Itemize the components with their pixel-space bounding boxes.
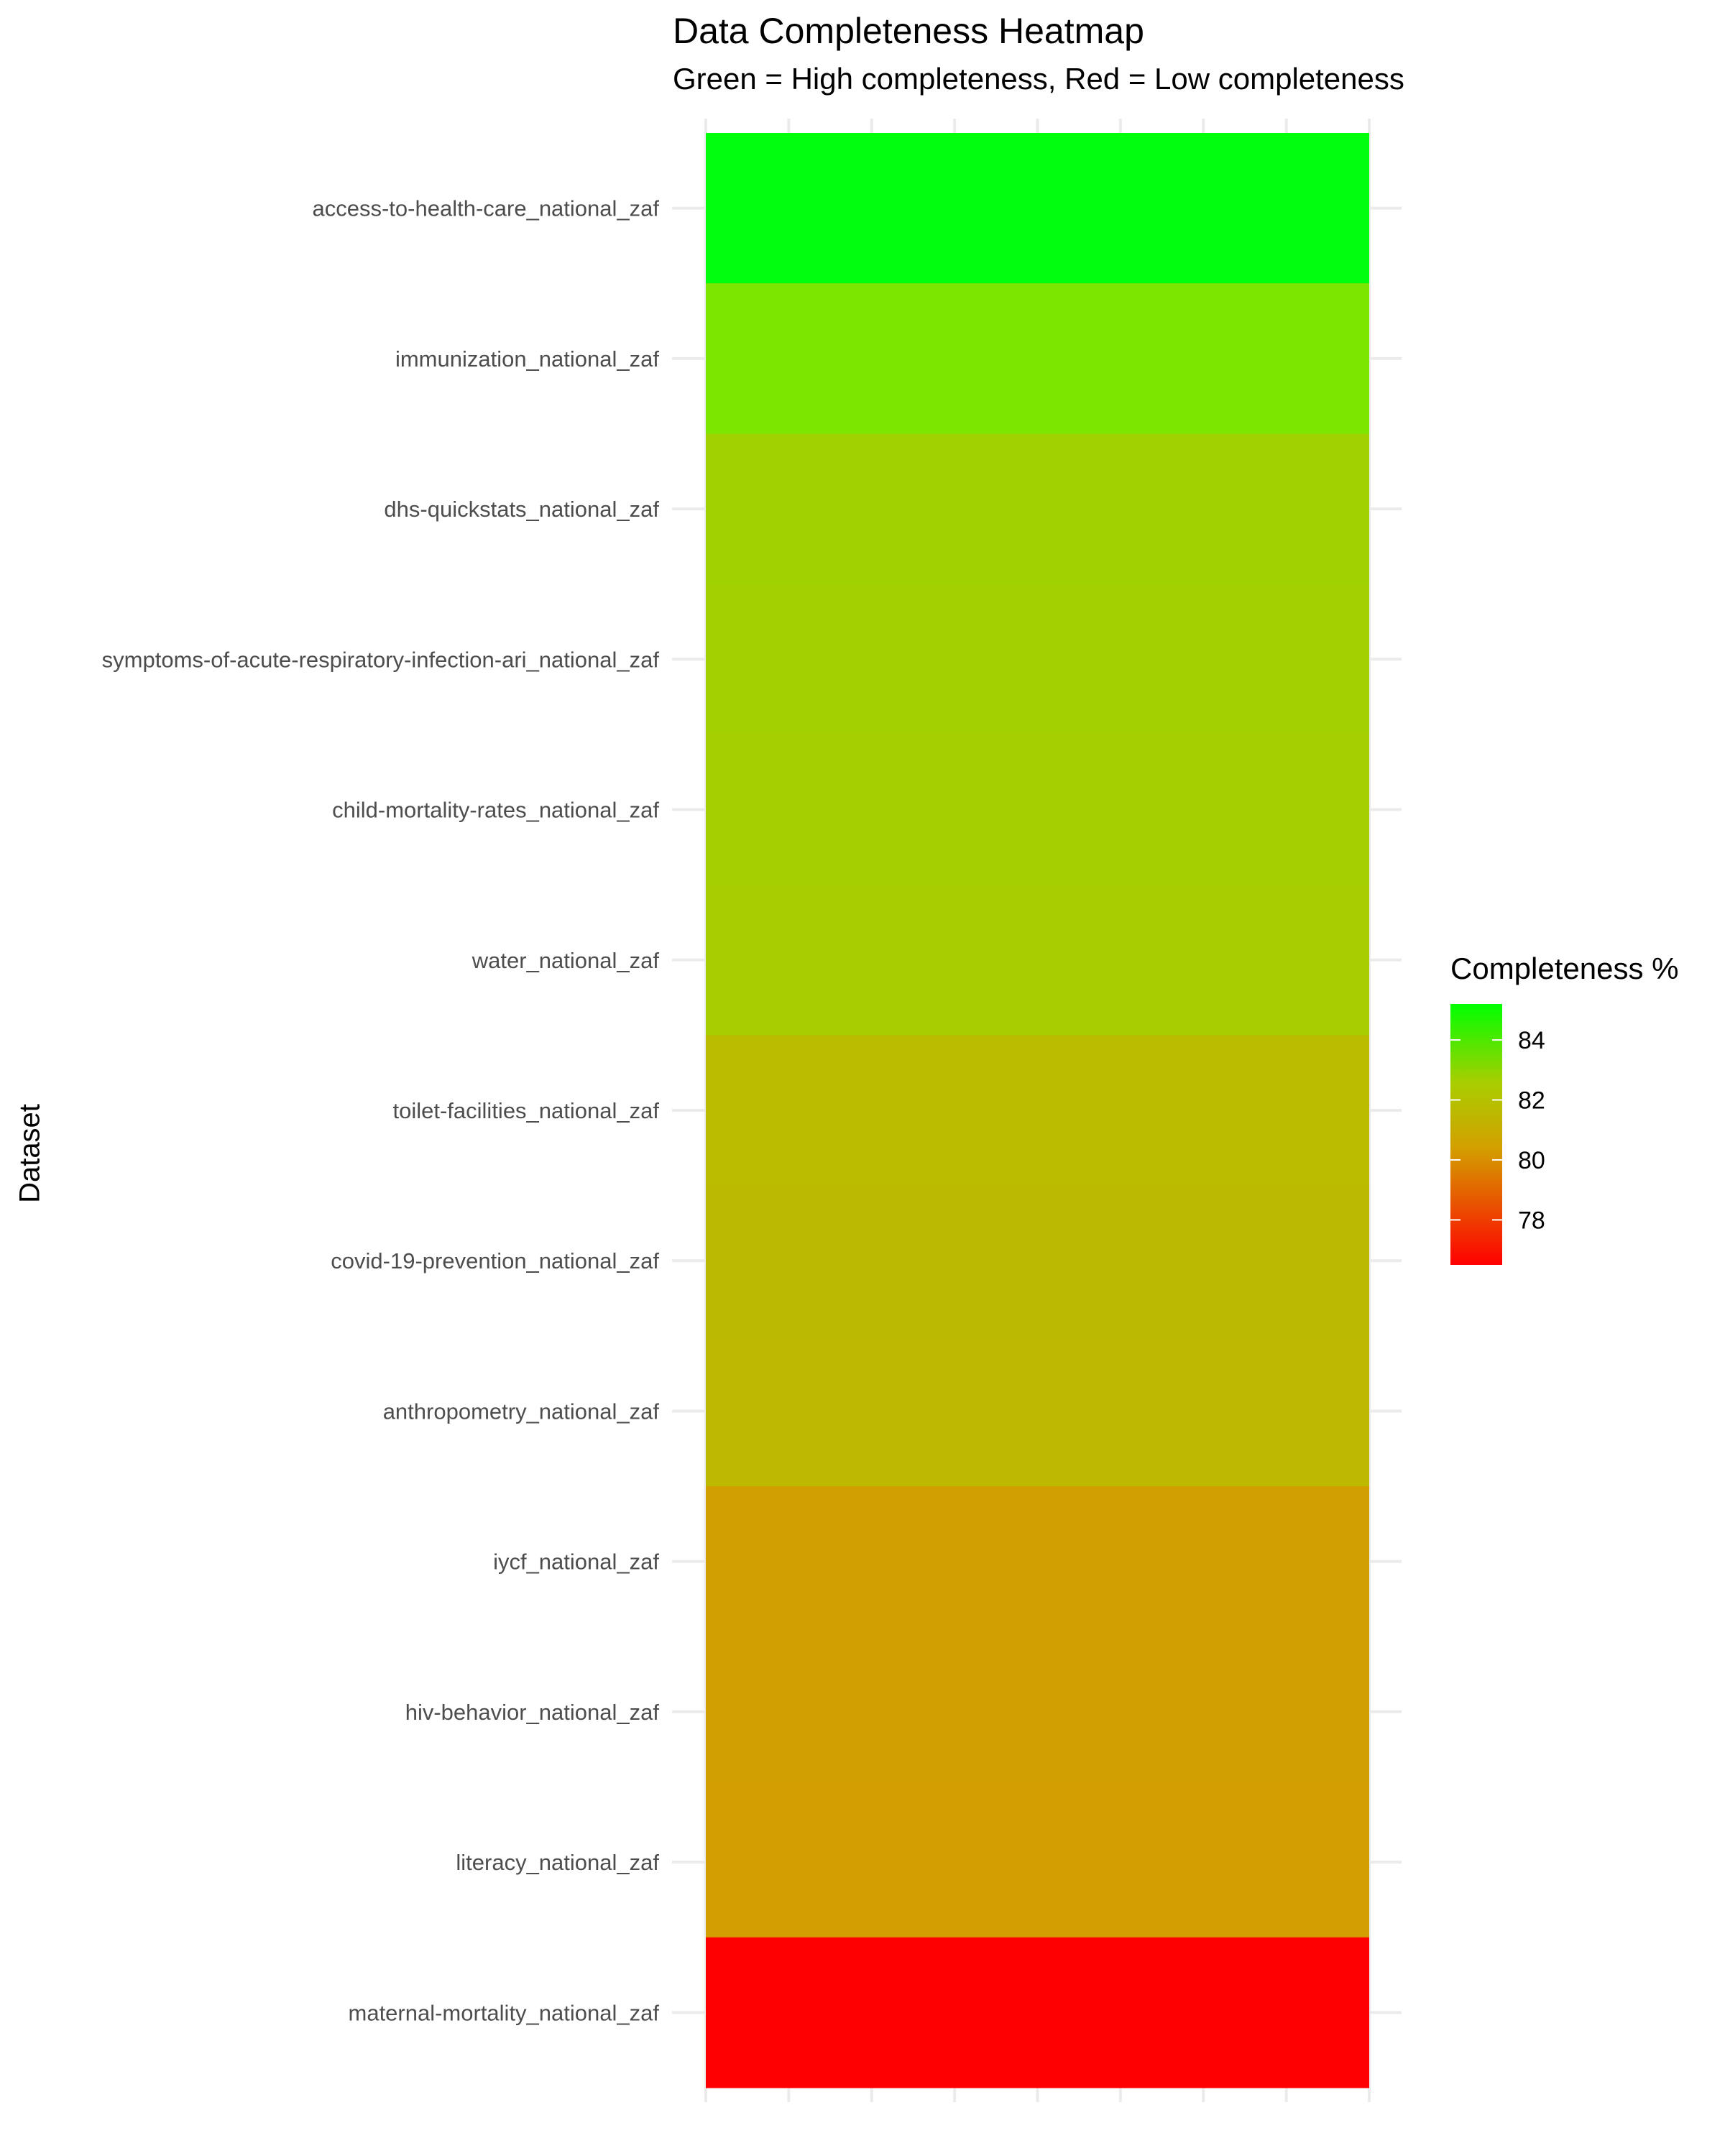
heatmap-tile: literacy_national_zaf: 80.4 (706, 1787, 1369, 1938)
heatmap-tile: child-mortality-rates_national_zaf: 82.5 (706, 734, 1369, 885)
y-tick-label: iycf_national_zaf (493, 1549, 659, 1575)
heatmap-tile: covid-19-prevention_national_zaf: 81.5 (706, 1185, 1369, 1337)
y-tick-label: water_national_zaf (472, 948, 660, 973)
y-tick-label: toilet-facilities_national_zaf (393, 1098, 660, 1123)
y-tick-label: child-mortality-rates_national_zaf (332, 798, 659, 823)
y-tick-label: literacy_national_zaf (456, 1850, 659, 1875)
heatmap-tile: symptoms-of-acute-respiratory-infection-… (706, 584, 1369, 735)
legend-tick-label: 78 (1518, 1207, 1545, 1234)
heatmap-tile: iycf_national_zaf: 80.4 (706, 1486, 1369, 1637)
heatmap-tile: anthropometry_national_zaf: 81.5 (706, 1335, 1369, 1487)
legend-colorbar (1450, 1004, 1502, 1265)
heatmap-tiles: access-to-health-care_national_zaf: 85.2… (706, 133, 1369, 2088)
legend-title: Completeness % (1450, 952, 1679, 985)
heatmap-tile: maternal-mortality_national_zaf: 76.5 (706, 1937, 1369, 2088)
y-tick-label: covid-19-prevention_national_zaf (331, 1248, 659, 1273)
chart-subtitle: Green = High completeness, Red = Low com… (673, 62, 1404, 96)
legend: 84 82 80 78 (1450, 1004, 1545, 1265)
y-tick-label: maternal-mortality_national_zaf (349, 2000, 660, 2025)
y-tick-label: symptoms-of-acute-respiratory-infection-… (102, 647, 660, 672)
legend-tick-label: 80 (1518, 1147, 1545, 1174)
heatmap-tile: access-to-health-care_national_zaf: 85.2 (706, 133, 1369, 284)
y-tick-labels: access-to-health-care_national_zafimmuni… (102, 196, 660, 2026)
legend-tick-label: 84 (1518, 1027, 1545, 1054)
y-tick-label: dhs-quickstats_national_zaf (384, 497, 659, 522)
chart-title: Data Completeness Heatmap (673, 11, 1144, 51)
heatmap-tile: immunization_national_zaf: 83.7 (706, 283, 1369, 434)
y-tick-label: immunization_national_zaf (395, 346, 659, 372)
heatmap-tile: water_national_zaf: 82.5 (706, 885, 1369, 1036)
heatmap-tile: hiv-behavior_national_zaf: 80.4 (706, 1636, 1369, 1788)
y-tick-label: anthropometry_national_zaf (383, 1399, 660, 1424)
legend-tick-label: 82 (1518, 1087, 1545, 1115)
heatmap-tile: toilet-facilities_national_zaf: 81.5 (706, 1035, 1369, 1187)
y-tick-label: hiv-behavior_national_zaf (405, 1700, 660, 1725)
heatmap-tile: dhs-quickstats_national_zaf: 82.5 (706, 433, 1369, 585)
y-tick-label: access-to-health-care_national_zaf (313, 196, 660, 221)
